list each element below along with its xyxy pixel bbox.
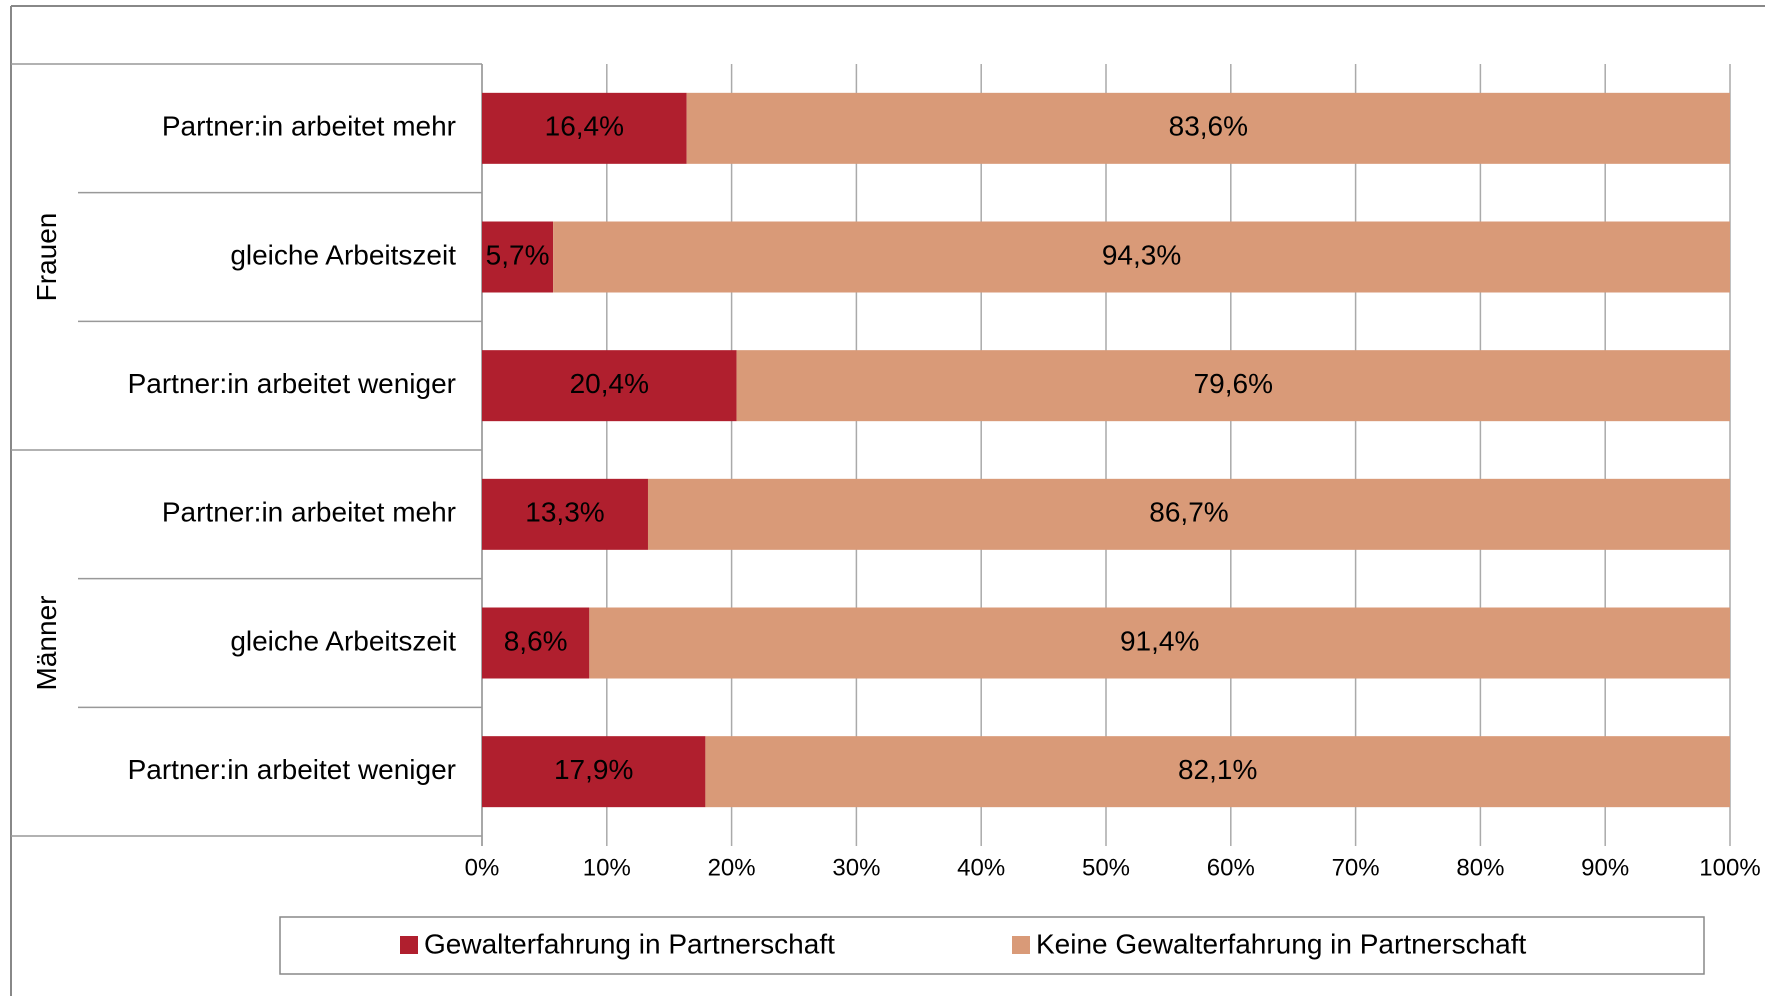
x-tick-label: 40%: [957, 854, 1005, 881]
legend-label: Gewalterfahrung in Partnerschaft: [424, 928, 835, 959]
group-label: Männer: [31, 596, 62, 691]
y-tick-label: gleiche Arbeitszeit: [230, 625, 456, 656]
bar-segment: [705, 736, 1730, 808]
x-tick-label: 80%: [1456, 854, 1504, 881]
bar-segment: [482, 478, 648, 550]
value-label: 16,4%: [545, 111, 624, 142]
bar-segment: [482, 350, 737, 422]
legend-label: Keine Gewalterfahrung in Partnerschaft: [1036, 928, 1526, 959]
x-tick-label: 70%: [1332, 854, 1380, 881]
x-tick-label: 30%: [832, 854, 880, 881]
x-tick-label: 10%: [583, 854, 631, 881]
bar-segment: [482, 92, 687, 164]
value-label: 8,6%: [504, 625, 568, 656]
value-label: 94,3%: [1102, 239, 1181, 270]
bar-segment: [482, 221, 554, 293]
bar-segment: [589, 607, 1730, 679]
x-tick-label: 20%: [708, 854, 756, 881]
x-tick-label: 50%: [1082, 854, 1130, 881]
bar-segment: [553, 221, 1730, 293]
value-label: 79,6%: [1194, 368, 1273, 399]
y-tick-label: gleiche Arbeitszeit: [230, 239, 456, 270]
bar-segment: [686, 92, 1730, 164]
x-tick-label: 60%: [1207, 854, 1255, 881]
bar-segment: [482, 607, 590, 679]
group-label: Frauen: [31, 213, 62, 302]
x-tick-label: 90%: [1581, 854, 1629, 881]
bar-segment: [736, 350, 1730, 422]
value-label: 20,4%: [570, 368, 649, 399]
value-label: 13,3%: [525, 497, 604, 528]
bar-segment: [647, 478, 1730, 550]
value-label: 5,7%: [486, 239, 550, 270]
y-tick-label: Partner:in arbeitet weniger: [128, 754, 456, 785]
value-label: 83,6%: [1169, 111, 1248, 142]
bar-segment: [482, 736, 706, 808]
value-label: 91,4%: [1120, 625, 1199, 656]
value-label: 82,1%: [1178, 754, 1257, 785]
y-tick-label: Partner:in arbeitet mehr: [162, 497, 456, 528]
y-tick-label: Partner:in arbeitet weniger: [128, 368, 456, 399]
x-tick-label: 100%: [1699, 854, 1760, 881]
legend-swatch: [400, 936, 418, 954]
value-label: 86,7%: [1149, 497, 1228, 528]
value-label: 17,9%: [554, 754, 633, 785]
y-tick-label: Partner:in arbeitet mehr: [162, 111, 456, 142]
legend-box: [279, 916, 1705, 975]
legend-swatch: [1012, 936, 1030, 954]
x-tick-label: 0%: [465, 854, 500, 881]
